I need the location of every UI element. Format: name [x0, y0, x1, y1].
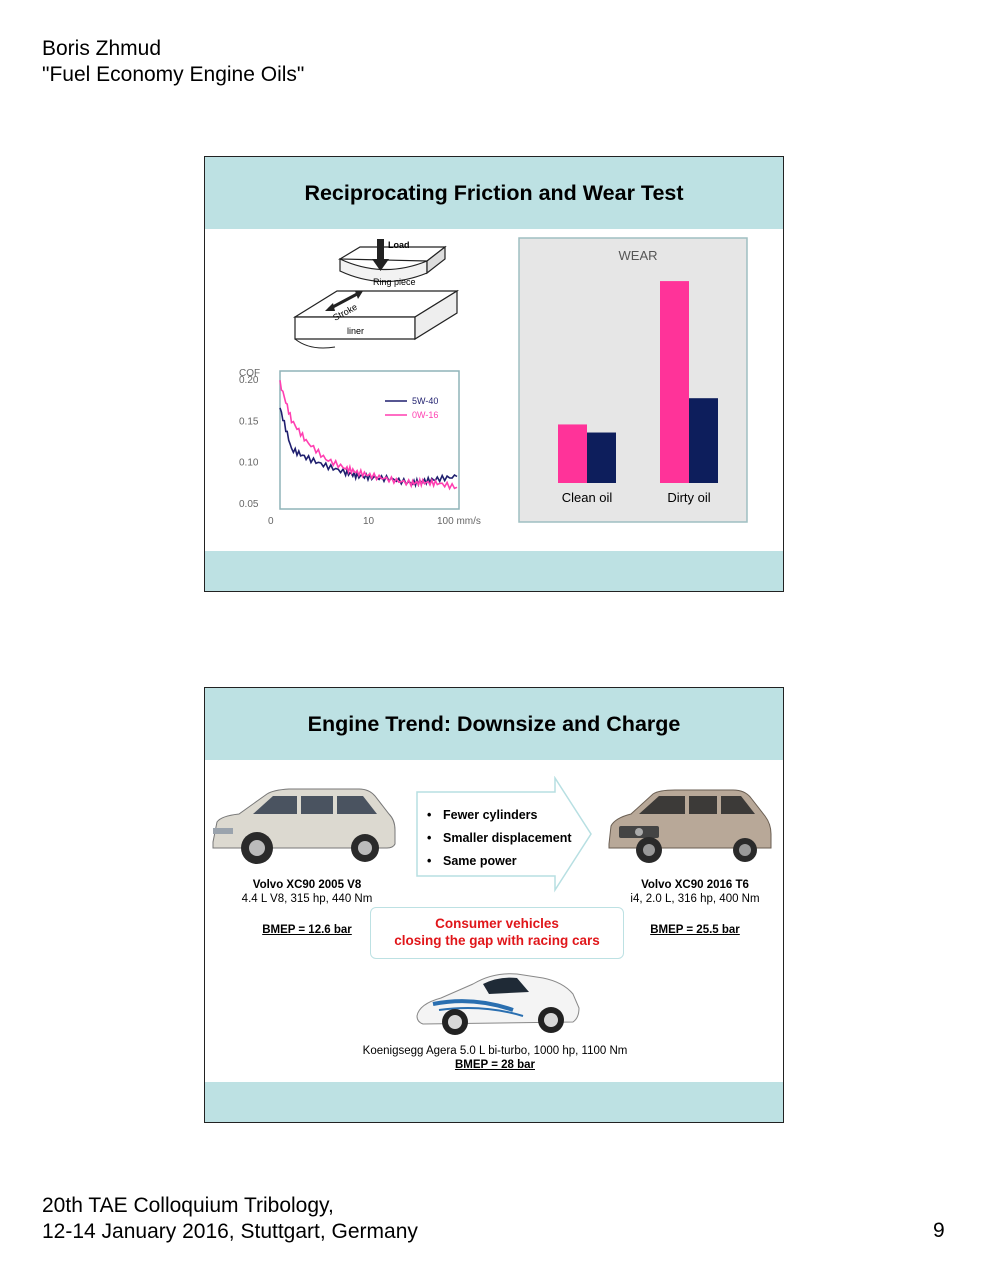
downsize-arrow-shape — [416, 776, 592, 893]
left-car-name: Volvo XC90 2005 V8 — [252, 879, 362, 891]
page-header: Boris Zhmud "Fuel Economy Engine Oils" — [42, 36, 304, 88]
slide-title-band — [205, 688, 783, 760]
callout-line-1: Consumer vehicles — [435, 916, 559, 931]
wear-chart: WEAR Clean oil Dirty oil — [518, 237, 748, 523]
wear-bar — [689, 398, 718, 483]
right-car-name: Volvo XC90 2016 T6 — [641, 879, 749, 891]
plot-frame — [279, 370, 460, 510]
legend-label: 0W-16 — [412, 410, 438, 420]
wear-bar — [587, 432, 616, 483]
y-tick-label: 0.15 — [239, 416, 259, 427]
y-tick-label: 0.10 — [239, 458, 259, 469]
slide-title-band — [205, 157, 783, 229]
slide-title: Engine Trend: Downsize and Charge — [307, 712, 681, 736]
footer-date-location: 12-14 January 2016, Stuttgart, Germany — [42, 1220, 418, 1243]
right-car-spec: i4, 2.0 L, 316 hp, 400 Nm — [630, 893, 760, 905]
bullet-list: • Fewer cylinders • Smaller displacement •… — [427, 804, 597, 873]
author-name: Boris Zhmud — [42, 37, 162, 60]
category-label: Dirty oil — [667, 490, 710, 505]
ring-liner-diagram: Load Ring piece Stroke liner — [292, 239, 460, 349]
series-line-5W-40 — [279, 407, 458, 489]
x-tick-label: 0 — [268, 516, 274, 527]
slide-engine-trend: Engine Trend: Downsize and Charge • Fewer… — [204, 687, 784, 1123]
ring-piece-label: Ring piece — [373, 277, 416, 287]
left-car-bmep: BMEP = 12.6 bar — [262, 924, 352, 936]
bullet-item: • Smaller displacement — [427, 831, 572, 845]
bullet-item: • Fewer cylinders — [427, 808, 538, 822]
slide-footer-band — [205, 551, 783, 591]
x-tick-label: 100 mm/s — [437, 516, 481, 527]
slide-title: Reciprocating Friction and Wear Test — [304, 181, 684, 205]
footer-conference: 20th TAE Colloquium Tribology, — [42, 1194, 334, 1217]
slide-footer-band — [205, 1082, 783, 1122]
volvo-xc90-2005-image — [212, 788, 396, 864]
right-car-bmep: BMEP = 25.5 bar — [650, 924, 740, 936]
page-footer: 20th TAE Colloquium Tribology, 12-14 Jan… — [42, 1193, 418, 1245]
left-car-spec: 4.4 L V8, 315 hp, 440 Nm — [241, 893, 373, 905]
bullet-item: • Same power — [427, 854, 517, 868]
slide-friction-wear: Reciprocating Friction and Wear Test Loa… — [204, 156, 784, 592]
callout-box: Consumer vehicles closing the gap with r… — [370, 907, 624, 959]
y-tick-label: 0.20 — [239, 375, 259, 386]
y-tick-label: 0.05 — [239, 499, 259, 510]
wear-bar — [660, 281, 689, 483]
x-tick-label: 10 — [363, 516, 375, 527]
callout-line-2: closing the gap with racing cars — [394, 933, 600, 948]
document-title: "Fuel Economy Engine Oils" — [42, 63, 305, 86]
y-axis-label: COF — [239, 368, 260, 379]
supercar-spec: Koenigsegg Agera 5.0 L bi-turbo, 1000 hp… — [362, 1045, 628, 1057]
koenigsegg-agera-image — [416, 973, 580, 1035]
wear-chart-title: WEAR — [619, 248, 658, 263]
load-arrow-icon — [372, 239, 389, 271]
wear-bar — [558, 424, 587, 483]
category-label: Clean oil — [562, 490, 613, 505]
legend-label: 5W-40 — [412, 396, 438, 406]
load-label: Load — [388, 240, 410, 250]
volvo-xc90-2016-image — [608, 789, 772, 863]
liner-label: liner — [347, 326, 364, 336]
series-line-0W-16 — [279, 380, 458, 491]
stroke-arrow-icon — [325, 291, 363, 311]
supercar-bmep: BMEP = 28 bar — [454, 1059, 535, 1071]
page-number: 9 — [933, 1219, 945, 1242]
